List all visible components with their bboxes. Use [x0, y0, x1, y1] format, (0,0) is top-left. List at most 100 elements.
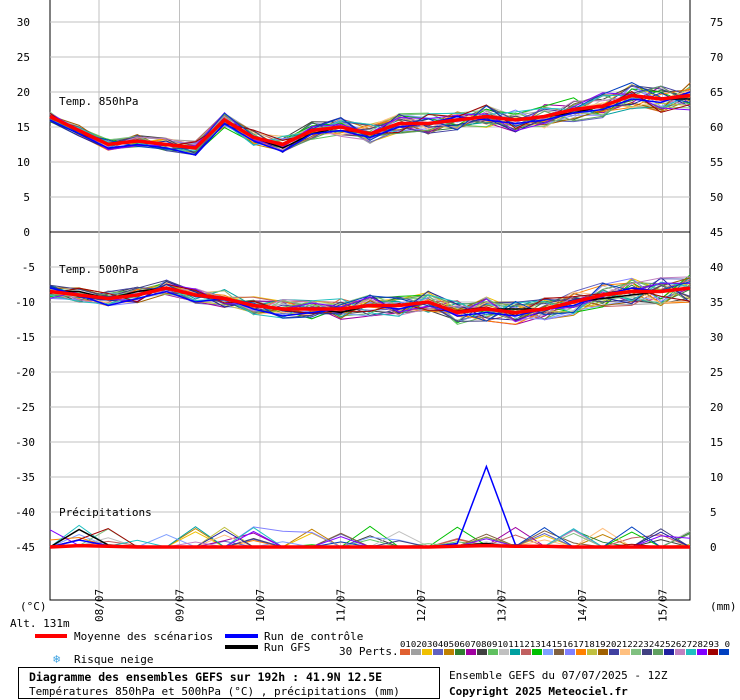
altitude-label: Alt. 131m: [10, 617, 70, 630]
pert-line-precip: [49, 528, 690, 548]
ytick-right-850: 65: [710, 86, 723, 99]
xtick-date: 15/07: [657, 589, 670, 622]
pert-swatch: [477, 649, 487, 655]
ytick-500: -5: [22, 261, 35, 274]
pert-swatch: [411, 649, 421, 655]
control-line-850: [49, 91, 691, 156]
footer-title-box: Diagramme des ensembles GEFS sur 192h : …: [18, 667, 440, 699]
ytick-right-850: 55: [710, 156, 723, 169]
pert-swatch: [466, 649, 476, 655]
ytick-850: 15: [17, 121, 30, 134]
ytick-right-850: 60: [710, 121, 723, 134]
pert-swatch: [576, 649, 586, 655]
footer-copyright: Copyright 2025 Meteociel.fr: [449, 685, 628, 698]
pert-swatch: [642, 649, 652, 655]
plot-frame: [49, 0, 691, 601]
footer-run: Ensemble GEFS du 07/07/2025 - 12Z: [449, 669, 668, 682]
pert-swatch: [609, 649, 619, 655]
pert-swatch: [620, 649, 630, 655]
pert-swatch: [664, 649, 674, 655]
snowflake-icon: ❄: [53, 652, 60, 666]
pert-swatch: [686, 649, 696, 655]
pert-swatch: [587, 649, 597, 655]
pert-swatch: [422, 649, 432, 655]
pert-swatch: [510, 649, 520, 655]
ytick-500: -20: [15, 366, 35, 379]
ytick-right-500: 35: [710, 296, 723, 309]
ytick-850: 25: [17, 51, 30, 64]
pert-swatch: [543, 649, 553, 655]
axis-ticks: 051015202530-5-10-15-20-25-30-35-40-4550…: [15, 16, 723, 622]
xtick-date: 11/07: [335, 589, 348, 622]
ytick-500: -15: [15, 331, 35, 344]
xtick-date: 08/07: [93, 589, 106, 622]
ytick-500: -30: [15, 436, 35, 449]
ytick-right-500: 25: [710, 366, 723, 379]
ytick-right-500: 30: [710, 331, 723, 344]
panel-label-precip: Précipitations: [59, 506, 152, 519]
ytick-500: -35: [15, 471, 35, 484]
legend-control-label: Run de contrôle: [264, 630, 363, 643]
pert-swatch: [675, 649, 685, 655]
ytick-right-500: 15: [710, 436, 723, 449]
ytick-500: -25: [15, 401, 35, 414]
pert-swatch: [719, 649, 729, 655]
pert-swatch: [532, 649, 542, 655]
xtick-date: 12/07: [415, 589, 428, 622]
panel-label-850: Temp. 850hPa: [59, 95, 138, 108]
mean-line-500: [49, 286, 691, 315]
pert-swatch: [444, 649, 454, 655]
mean-line-precip: [49, 543, 690, 549]
pert-swatch: [565, 649, 575, 655]
ytick-850: 20: [17, 86, 30, 99]
ytick-right-500: 5: [710, 506, 717, 519]
ytick-500: -10: [15, 296, 35, 309]
ytick-850: 10: [17, 156, 30, 169]
pert-line-850: [49, 82, 691, 150]
pert-line-precip: [49, 529, 691, 548]
pert-swatch: [554, 649, 564, 655]
legend-pert-numbers: 0102030405060708091011121314151617181920…: [400, 640, 731, 649]
ytick-right-500: 45: [710, 226, 723, 239]
pert-swatch: [400, 649, 410, 655]
legend-mean-label: Moyenne des scénarios: [74, 630, 213, 643]
ytick-right-500: 10: [710, 471, 723, 484]
ytick-850: 30: [17, 16, 30, 29]
legend-gfs-label: Run GFS: [264, 641, 310, 654]
xtick-date: 14/07: [576, 589, 589, 622]
ytick-850: 5: [23, 191, 30, 204]
pert-swatch: [521, 649, 531, 655]
legend-pert-swatches: [400, 649, 729, 655]
ytick-500: -40: [15, 506, 35, 519]
main-lines: [49, 91, 691, 549]
ytick-right-850: 75: [710, 16, 723, 29]
xtick-date: 13/07: [496, 589, 509, 622]
pert-swatch: [708, 649, 718, 655]
pert-swatch: [433, 649, 443, 655]
mean-line-850: [49, 93, 691, 150]
legend-perts-label: 30 Perts.: [339, 645, 399, 658]
xtick-date: 10/07: [254, 589, 267, 622]
pert-swatch: [598, 649, 608, 655]
legend-snow-label: Risque neige: [74, 653, 153, 666]
pert-swatch: [488, 649, 498, 655]
ytick-right-850: 50: [710, 191, 723, 204]
pert-swatch: [697, 649, 707, 655]
pert-swatch: [455, 649, 465, 655]
pert-swatch: [631, 649, 641, 655]
ytick-500: -45: [15, 541, 35, 554]
ytick-right-500: 40: [710, 261, 723, 274]
panel-label-500: Temp. 500hPa: [59, 263, 138, 276]
pert-swatch: [653, 649, 663, 655]
ytick-right-500: 20: [710, 401, 723, 414]
ytick-right-500: 0: [710, 541, 717, 554]
right-unit-label: (mm): [710, 600, 737, 613]
footer-title: Diagramme des ensembles GEFS sur 192h : …: [29, 670, 383, 684]
pert-swatch: [499, 649, 509, 655]
ytick-850: 0: [23, 226, 30, 239]
footer-subtitle: Températures 850hPa et 500hPa (°C) , pré…: [29, 685, 400, 698]
left-unit-label: (°C): [20, 600, 47, 613]
ytick-right-850: 70: [710, 51, 723, 64]
xtick-date: 09/07: [174, 589, 187, 622]
